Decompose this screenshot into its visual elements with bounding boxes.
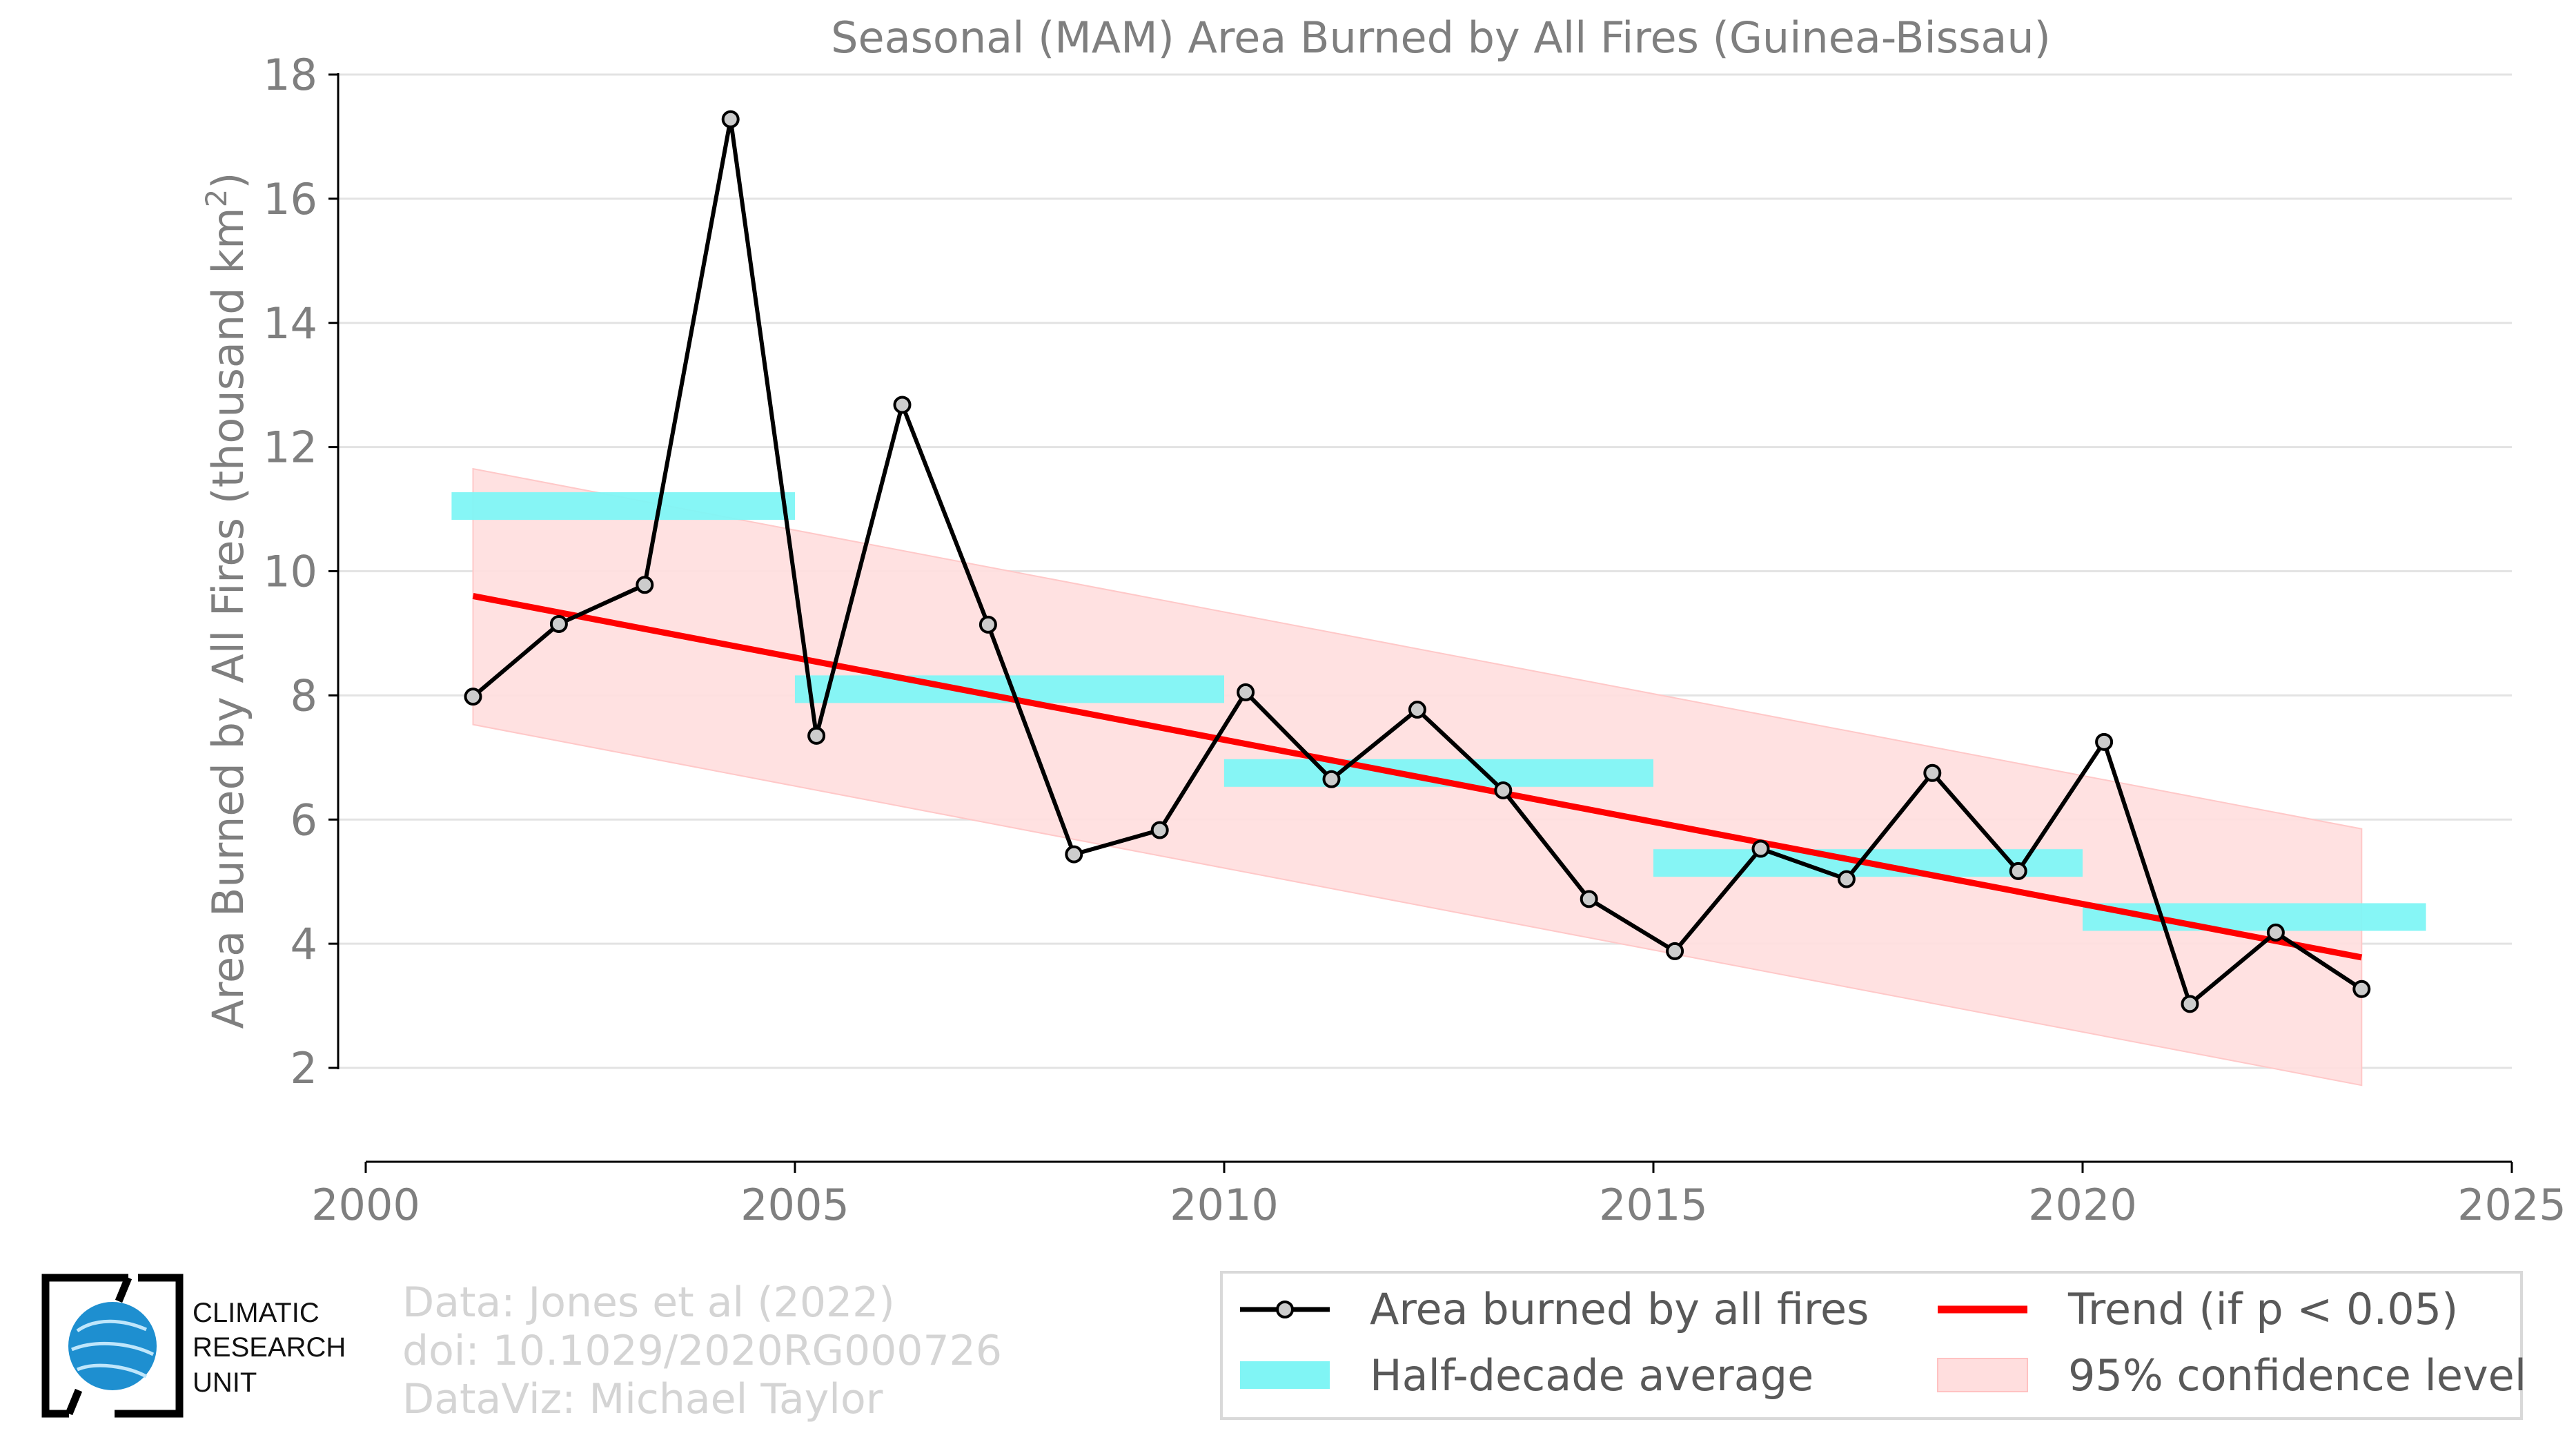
credit-dataviz: DataViz: Michael Taylor — [402, 1375, 883, 1423]
x-tick-label: 2015 — [1599, 1180, 1708, 1230]
y-tick-label: 2 — [291, 1043, 317, 1093]
data-point — [2009, 861, 2027, 880]
globe-swirl — [71, 1319, 155, 1379]
cru-logo: CLIMATIC RESEARCH UNIT — [41, 1274, 346, 1418]
data-point — [2181, 995, 2199, 1013]
logo-text-research: RESEARCH — [193, 1332, 346, 1363]
logo-slash-top — [115, 1276, 132, 1303]
data-point — [1837, 870, 1856, 888]
logo-slash-bottom — [65, 1388, 83, 1416]
legend-confidence-swatch — [1937, 1358, 2028, 1392]
y-tick-label: 10 — [263, 547, 317, 597]
y-tick-label: 18 — [263, 50, 317, 100]
data-point — [1666, 942, 1684, 960]
data-point — [893, 396, 912, 414]
credit-data-source: Data: Jones et al (2022) — [402, 1278, 895, 1327]
y-axis-label-main: Area Burned by All Fires (thousand km — [203, 207, 253, 1029]
y-tick-labels: 2 4 6 8 10 12 14 16 18 — [263, 50, 317, 1093]
legend-label-area-burned: Area burned by all fires — [1370, 1284, 1869, 1334]
trend-layer — [472, 593, 2363, 961]
half-decade-average-bar — [2083, 903, 2426, 931]
logo-text-unit: UNIT — [193, 1367, 257, 1398]
logo-bracket-left — [41, 1274, 128, 1418]
data-point — [2352, 980, 2371, 998]
axes — [328, 73, 2513, 1173]
x-tick-labels: 2000 2005 2010 2015 2020 2025 — [311, 1180, 2566, 1230]
legend-label-confidence: 95% confidence level — [2068, 1350, 2526, 1401]
data-point — [1150, 821, 1169, 839]
data-point — [2266, 923, 2285, 942]
y-tick-label: 8 — [291, 670, 317, 721]
legend: Area burned by all fires Trend (if p < 0… — [1220, 1271, 2526, 1420]
data-point — [636, 576, 654, 594]
y-tick-label: 6 — [291, 795, 317, 845]
x-tick-label: 2025 — [2457, 1180, 2566, 1230]
data-point — [1923, 763, 1942, 782]
data-point — [1065, 845, 1083, 864]
x-tick-label: 2020 — [2028, 1180, 2137, 1230]
y-axis-label-close: ) — [203, 172, 253, 188]
half-decade-average-bar — [451, 492, 795, 520]
data-point — [1580, 890, 1598, 908]
data-point — [1751, 839, 1770, 858]
data-point — [1408, 701, 1426, 719]
data-point — [721, 110, 740, 128]
y-tick-label: 14 — [263, 298, 317, 349]
data-point — [1322, 770, 1341, 788]
logo-text-climatic: CLIMATIC — [193, 1298, 319, 1328]
chart-title: Seasonal (MAM) Area Burned by All Fires … — [831, 12, 2051, 63]
data-point — [2095, 732, 2114, 751]
data-point — [464, 688, 482, 706]
legend-average-swatch — [1240, 1361, 1330, 1389]
area-burned-series — [464, 110, 2371, 1013]
y-tick-label: 16 — [263, 174, 317, 224]
y-axis-label: Area Burned by All Fires (thousand km2) — [199, 172, 253, 1029]
y-axis-label-superscript: 2 — [199, 189, 233, 208]
legend-frame — [1220, 1271, 2523, 1420]
data-point — [979, 615, 997, 634]
credits: Data: Jones et al (2022) doi: 10.1029/20… — [402, 1278, 1002, 1423]
y-tick-label: 12 — [263, 422, 317, 473]
x-tick-label: 2005 — [740, 1180, 849, 1230]
legend-marker-swatch — [1276, 1301, 1294, 1318]
x-tick-label: 2010 — [1170, 1180, 1279, 1230]
credit-doi: doi: 10.1029/2020RG000726 — [402, 1327, 1002, 1375]
trend-line — [472, 593, 2363, 961]
legend-label-trend: Trend (if p < 0.05) — [2067, 1284, 2458, 1334]
y-tick-label: 4 — [291, 919, 317, 969]
x-tick-label: 2000 — [311, 1180, 420, 1230]
data-point — [549, 614, 568, 633]
legend-label-half-decade-average: Half-decade average — [1370, 1350, 1813, 1401]
data-point — [1237, 683, 1255, 701]
data-point — [1494, 781, 1513, 799]
logo-bracket-right — [115, 1274, 184, 1418]
data-point — [807, 726, 826, 745]
